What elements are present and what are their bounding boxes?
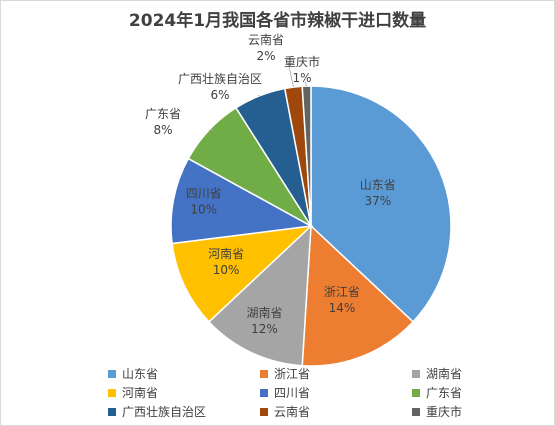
slice-percent-label: 1% — [292, 71, 311, 85]
legend-label: 四川省 — [274, 386, 311, 400]
pie-slice-5 — [170, 157, 314, 245]
legend-label: 河南省 — [122, 386, 159, 400]
legend-swatch — [108, 369, 116, 378]
slice-category-label: 河南省 — [208, 246, 244, 261]
pie-slice-2 — [301, 224, 415, 367]
slice-category-label: 重庆市 — [284, 54, 320, 69]
leader-line-7 — [257, 94, 260, 97]
legend-swatch — [412, 407, 420, 416]
slice-percent-label: 12% — [251, 322, 278, 336]
chart-title: 2024年1月我国各省市辣椒干进口数量 — [128, 11, 427, 31]
legend-item: 湖南省 — [412, 365, 552, 382]
legend-item: 广东省 — [412, 384, 552, 401]
legend-item: 广西壮族自治区 — [108, 403, 260, 420]
slice-category-label: 山东省 — [360, 178, 396, 192]
slice-percent-label: 8% — [153, 123, 172, 137]
legend-item: 浙江省 — [260, 365, 412, 382]
slice-category-label: 广东省 — [145, 107, 181, 121]
pie-slice-1 — [310, 85, 452, 323]
legend-swatch — [260, 369, 268, 378]
legend-swatch — [412, 369, 420, 378]
slice-percent-label: 10% — [213, 263, 240, 277]
leader-line-9 — [304, 81, 307, 87]
legend-swatch — [412, 388, 420, 397]
slice-category-label: 湖南省 — [246, 305, 282, 320]
slice-percent-label: 2% — [256, 49, 275, 63]
slice-category-label: 四川省 — [186, 187, 222, 201]
legend-label: 重庆市 — [426, 405, 463, 419]
legend-swatch — [260, 407, 268, 416]
legend-item: 四川省 — [260, 384, 412, 401]
slice-percent-label: 10% — [190, 203, 217, 217]
slice-percent-label: 37% — [364, 194, 391, 208]
slice-percent-label: 6% — [210, 88, 229, 102]
legend-item: 山东省 — [108, 365, 260, 382]
legend-swatch — [108, 407, 116, 416]
legend-item: 云南省 — [260, 403, 412, 420]
legend-item: 重庆市 — [412, 403, 552, 420]
legend-label: 山东省 — [122, 367, 159, 381]
legend-label: 云南省 — [274, 405, 311, 419]
legend-swatch — [260, 388, 268, 397]
pie-slice-3 — [207, 224, 312, 367]
slice-category-label: 广西壮族自治区 — [178, 72, 262, 86]
slice-category-label: 云南省 — [248, 32, 284, 47]
legend-label: 广东省 — [426, 386, 463, 400]
leader-line-8 — [287, 61, 294, 88]
chart-legend: 山东省 浙江省 湖南省河南省 四川省 广东省广西壮族自治区 云南省 重庆市 — [108, 365, 548, 420]
legend-label: 湖南省 — [426, 367, 463, 381]
pie-slice-4 — [171, 224, 314, 323]
legend-label: 广西壮族自治区 — [122, 405, 207, 419]
slice-percent-label: 14% — [329, 301, 356, 315]
legend-label: 浙江省 — [274, 367, 311, 381]
slice-category-label: 浙江省 — [324, 285, 360, 299]
legend-item: 河南省 — [108, 384, 260, 401]
legend-swatch — [108, 388, 116, 397]
